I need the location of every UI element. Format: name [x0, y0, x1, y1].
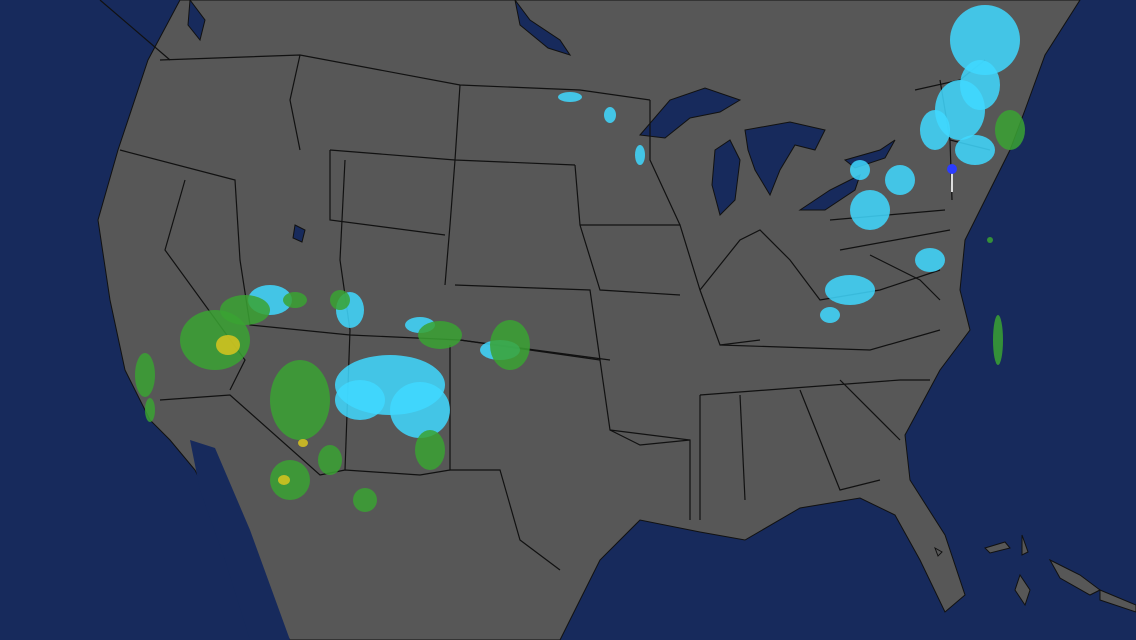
radar-echo — [278, 475, 290, 485]
radar-echo — [390, 382, 450, 438]
radar-echo — [415, 430, 445, 470]
radar-echo — [318, 445, 342, 475]
lake — [514, 0, 572, 56]
island — [1099, 589, 1136, 613]
radar-echo — [135, 353, 155, 397]
border-line — [719, 329, 941, 351]
island — [934, 546, 943, 557]
border-line — [869, 254, 941, 301]
island — [1014, 573, 1031, 607]
island — [984, 541, 1011, 554]
border-line — [799, 389, 881, 491]
radar-echo — [418, 321, 462, 349]
border-line — [99, 0, 171, 61]
lake — [639, 87, 742, 139]
island — [1021, 534, 1029, 556]
border-line — [289, 54, 301, 151]
border-line — [454, 284, 691, 446]
radar-echo — [490, 320, 530, 370]
border-line — [444, 84, 461, 286]
radar-echo — [820, 307, 840, 323]
radar-echo — [353, 488, 377, 512]
radar-echo — [920, 110, 950, 150]
radar-echo — [915, 248, 945, 272]
radar-echo — [885, 165, 915, 195]
radar-echoes — [135, 5, 1025, 512]
border-line — [739, 394, 746, 501]
radar-echo — [335, 380, 385, 420]
border-line — [699, 379, 930, 396]
radar-echo — [558, 92, 582, 102]
radar-echo — [987, 237, 993, 243]
radar-echo — [995, 110, 1025, 150]
radar-echo — [216, 335, 240, 355]
radar-echo — [955, 135, 995, 165]
radar-echo — [283, 292, 307, 308]
lake — [798, 174, 861, 211]
caribbean-islands — [934, 534, 1136, 613]
border-line — [839, 379, 901, 441]
border-line — [839, 229, 951, 251]
border-line — [164, 179, 246, 391]
radar-echo — [145, 398, 155, 422]
radar-echo — [220, 295, 270, 325]
border-line — [329, 150, 446, 236]
lake — [292, 224, 306, 243]
border-line — [329, 149, 576, 166]
border-line — [459, 339, 601, 361]
radar-echo — [993, 315, 1003, 365]
radar-echo — [270, 360, 330, 440]
radar-echo — [298, 439, 308, 447]
radar-echo — [180, 310, 250, 370]
lake — [187, 0, 206, 42]
radar-echo — [825, 275, 875, 305]
radar-echo — [604, 107, 616, 123]
gulf-of-california — [190, 440, 290, 640]
island — [1048, 558, 1101, 596]
border-line — [574, 164, 681, 296]
radar-echo — [850, 190, 890, 230]
radar-echo — [850, 160, 870, 180]
radar-echo — [950, 5, 1020, 75]
lake — [744, 121, 826, 197]
radar-echo — [635, 145, 645, 165]
great-lakes — [187, 0, 896, 243]
radar-echo — [960, 60, 1000, 110]
border-line — [649, 100, 681, 226]
border-line — [699, 229, 941, 301]
border-line — [449, 345, 561, 571]
border-line — [609, 429, 691, 520]
lake — [711, 139, 741, 216]
location-pin-icon[interactable] — [947, 164, 957, 192]
radar-echo — [330, 290, 350, 310]
